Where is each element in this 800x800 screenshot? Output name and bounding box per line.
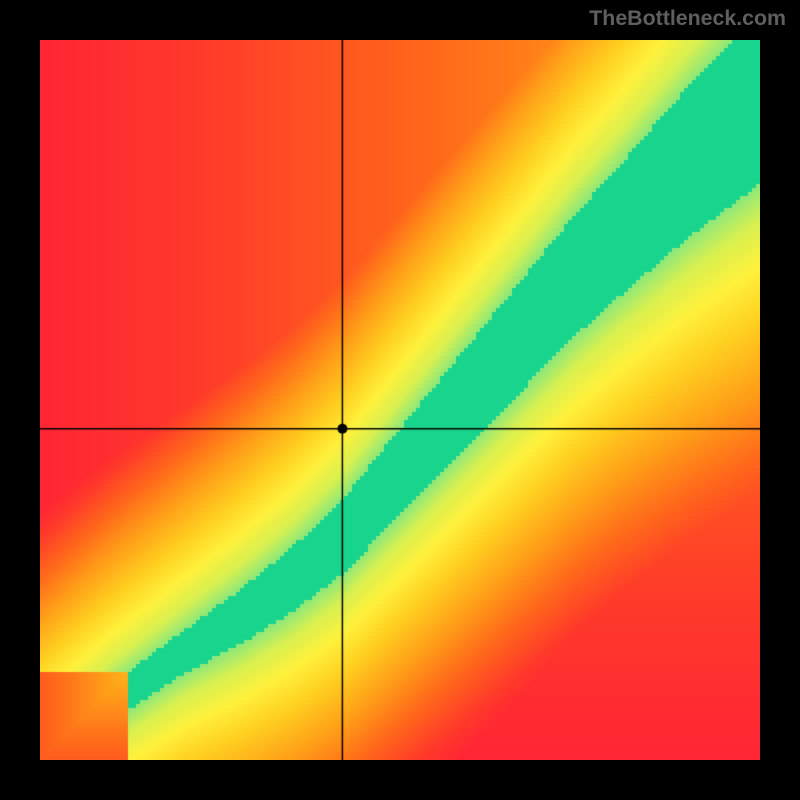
watermark-text: TheBottleneck.com bbox=[589, 6, 786, 31]
heatmap-plot bbox=[40, 40, 760, 760]
page-root: TheBottleneck.com bbox=[0, 0, 800, 800]
heatmap-canvas bbox=[40, 40, 760, 760]
